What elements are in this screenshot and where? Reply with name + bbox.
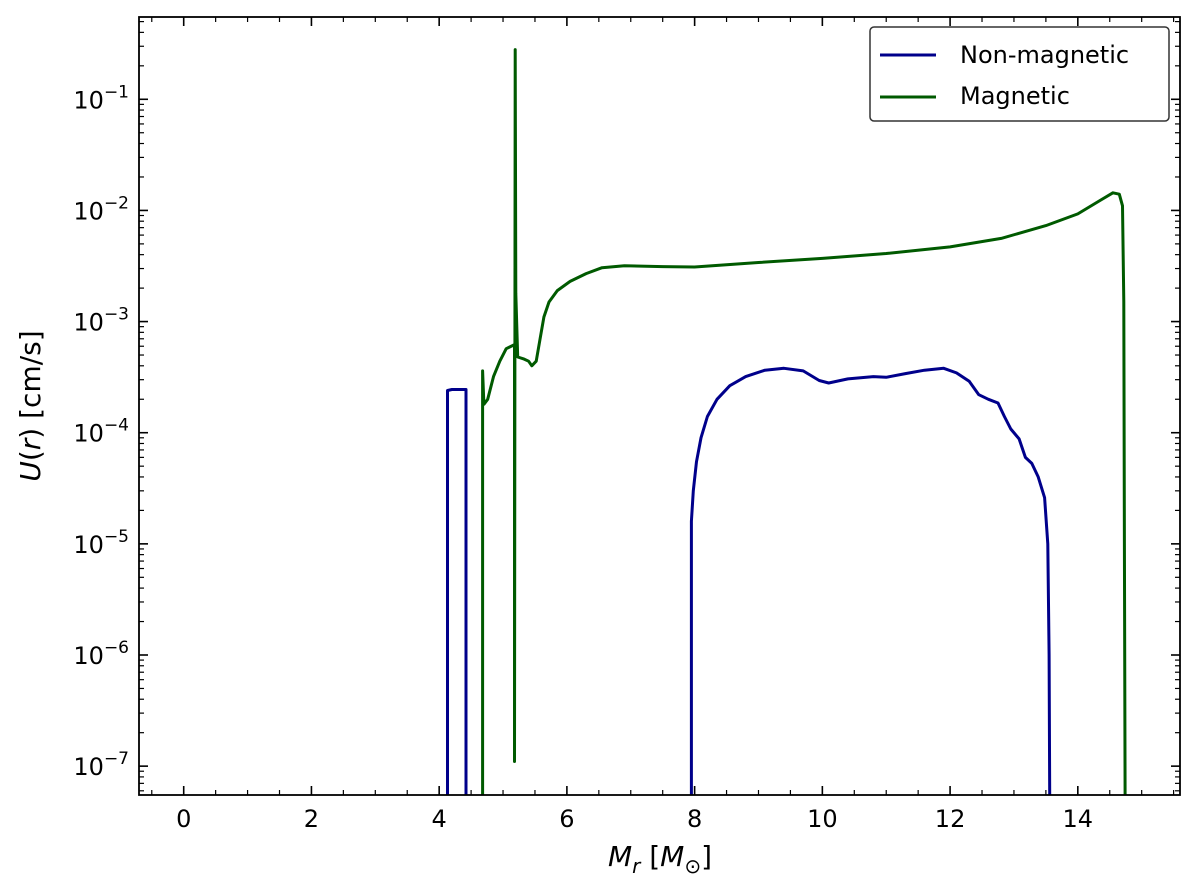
y-axis-label: U(r) [cm/s] bbox=[14, 330, 47, 481]
y-tick-label: 10−7 bbox=[73, 749, 129, 781]
y-tick-label: 10−2 bbox=[73, 193, 129, 225]
plot-frame bbox=[138, 16, 1181, 796]
y-tick-label: 10−5 bbox=[73, 527, 129, 559]
x-axis-label: Mr [M⊙] bbox=[608, 840, 712, 878]
x-tick-label: 4 bbox=[432, 805, 447, 833]
x-tick-label: 10 bbox=[807, 805, 838, 833]
x-tick-label: 0 bbox=[176, 805, 191, 833]
legend: Non-magnetic Magnetic bbox=[869, 26, 1170, 122]
y-tick-label: 10−6 bbox=[73, 638, 129, 670]
series-line-magnetic-0 bbox=[481, 48, 1127, 796]
x-tick-label: 12 bbox=[935, 805, 966, 833]
y-tick-label: 10−1 bbox=[73, 82, 129, 114]
x-tick-label: 14 bbox=[1063, 805, 1094, 833]
y-tick-label: 10−3 bbox=[73, 305, 129, 337]
legend-box bbox=[869, 26, 1170, 122]
x-tick-label: 2 bbox=[304, 805, 319, 833]
legend-label-non-magnetic: Non-magnetic bbox=[960, 41, 1129, 69]
legend-label-magnetic: Magnetic bbox=[960, 82, 1070, 110]
series-line-non-magnetic-1 bbox=[689, 366, 1052, 796]
x-tick-label: 6 bbox=[559, 805, 574, 833]
series-line-non-magnetic-0 bbox=[446, 388, 468, 795]
y-tick-label: 10−4 bbox=[73, 416, 129, 448]
x-tick-label: 8 bbox=[687, 805, 702, 833]
